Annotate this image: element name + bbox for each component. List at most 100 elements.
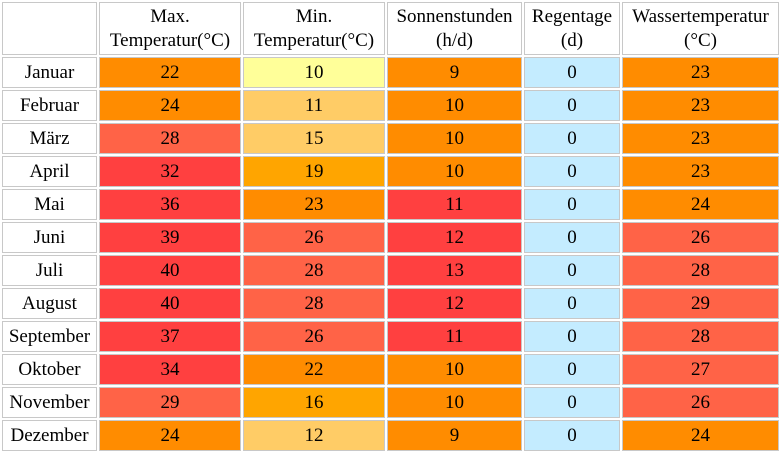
table-row: August 40 28 12 0 29 [2, 288, 779, 319]
rain-days-cell: 0 [524, 123, 620, 154]
max-temp-cell: 24 [99, 420, 241, 451]
table-row: Dezember 24 12 9 0 24 [2, 420, 779, 451]
max-temp-cell: 32 [99, 156, 241, 187]
month-label: März [2, 123, 97, 154]
table-row: Januar 22 10 9 0 23 [2, 57, 779, 88]
min-temp-cell: 28 [243, 288, 385, 319]
water-temp-cell: 26 [622, 387, 779, 418]
max-temp-cell: 34 [99, 354, 241, 385]
header-line: Wassertemperatur [632, 5, 769, 27]
max-temp-cell: 40 [99, 288, 241, 319]
header-line: Temperatur(°C) [109, 29, 231, 51]
water-temp-cell: 23 [622, 156, 779, 187]
water-temp-cell: 26 [622, 222, 779, 253]
table-row: April 32 19 10 0 23 [2, 156, 779, 187]
max-temp-cell: 29 [99, 387, 241, 418]
sunshine-cell: 13 [387, 255, 522, 286]
header-line: Regentage [531, 5, 613, 27]
sunshine-cell: 10 [387, 90, 522, 121]
water-temp-cell: 23 [622, 57, 779, 88]
month-label: September [2, 321, 97, 352]
max-temp-cell: 22 [99, 57, 241, 88]
rain-days-cell: 0 [524, 387, 620, 418]
sunshine-cell: 10 [387, 387, 522, 418]
header-line: (d) [560, 29, 584, 51]
table-row: Mai 36 23 11 0 24 [2, 189, 779, 220]
month-label: April [2, 156, 97, 187]
header-min-temp: Min. Temperatur(°C) [243, 2, 385, 55]
month-label: Februar [2, 90, 97, 121]
header-sunshine-hours: Sonnenstunden (h/d) [387, 2, 522, 55]
min-temp-cell: 19 [243, 156, 385, 187]
min-temp-cell: 26 [243, 321, 385, 352]
sunshine-cell: 9 [387, 420, 522, 451]
rain-days-cell: 0 [524, 420, 620, 451]
header-line: Max. [150, 5, 190, 27]
header-line: Temperatur(°C) [253, 29, 375, 51]
rain-days-cell: 0 [524, 90, 620, 121]
water-temp-cell: 28 [622, 255, 779, 286]
rain-days-cell: 0 [524, 354, 620, 385]
max-temp-cell: 36 [99, 189, 241, 220]
max-temp-cell: 37 [99, 321, 241, 352]
water-temp-cell: 24 [622, 189, 779, 220]
min-temp-cell: 11 [243, 90, 385, 121]
sunshine-cell: 12 [387, 288, 522, 319]
table-body: Januar 22 10 9 0 23 Februar 24 11 10 0 23 März 28 15 10… [2, 57, 779, 451]
month-label: Juli [2, 255, 97, 286]
rain-days-cell: 0 [524, 288, 620, 319]
month-label: Juni [2, 222, 97, 253]
rain-days-cell: 0 [524, 57, 620, 88]
sunshine-cell: 11 [387, 321, 522, 352]
water-temp-cell: 29 [622, 288, 779, 319]
header-line: (h/d) [436, 29, 473, 51]
header-line: Min. [295, 5, 333, 27]
min-temp-cell: 15 [243, 123, 385, 154]
water-temp-cell: 24 [622, 420, 779, 451]
header-corner [2, 2, 97, 55]
water-temp-cell: 27 [622, 354, 779, 385]
sunshine-cell: 10 [387, 123, 522, 154]
header-line: Sonnenstunden [396, 5, 513, 27]
month-label: Januar [2, 57, 97, 88]
water-temp-cell: 23 [622, 123, 779, 154]
table-row: September 37 26 11 0 28 [2, 321, 779, 352]
sunshine-cell: 9 [387, 57, 522, 88]
month-label: Mai [2, 189, 97, 220]
water-temp-cell: 23 [622, 90, 779, 121]
min-temp-cell: 22 [243, 354, 385, 385]
min-temp-cell: 23 [243, 189, 385, 220]
rain-days-cell: 0 [524, 321, 620, 352]
table-row: Juni 39 26 12 0 26 [2, 222, 779, 253]
table-row: Juli 40 28 13 0 28 [2, 255, 779, 286]
min-temp-cell: 26 [243, 222, 385, 253]
rain-days-cell: 0 [524, 222, 620, 253]
month-label: Dezember [2, 420, 97, 451]
max-temp-cell: 24 [99, 90, 241, 121]
max-temp-cell: 39 [99, 222, 241, 253]
rain-days-cell: 0 [524, 255, 620, 286]
header-rain-days: Regentage (d) [524, 2, 620, 55]
header-line: (°C) [684, 29, 717, 51]
max-temp-cell: 40 [99, 255, 241, 286]
min-temp-cell: 12 [243, 420, 385, 451]
table-header: Max. Temperatur(°C) Min. Temperatur(°C) … [2, 2, 779, 55]
header-row: Max. Temperatur(°C) Min. Temperatur(°C) … [2, 2, 779, 55]
table-row: Oktober 34 22 10 0 27 [2, 354, 779, 385]
min-temp-cell: 16 [243, 387, 385, 418]
table-row: März 28 15 10 0 23 [2, 123, 779, 154]
min-temp-cell: 10 [243, 57, 385, 88]
month-label: August [2, 288, 97, 319]
month-label: Oktober [2, 354, 97, 385]
sunshine-cell: 10 [387, 156, 522, 187]
rain-days-cell: 0 [524, 189, 620, 220]
sunshine-cell: 11 [387, 189, 522, 220]
rain-days-cell: 0 [524, 156, 620, 187]
header-max-temp: Max. Temperatur(°C) [99, 2, 241, 55]
table-row: Februar 24 11 10 0 23 [2, 90, 779, 121]
water-temp-cell: 28 [622, 321, 779, 352]
sunshine-cell: 10 [387, 354, 522, 385]
min-temp-cell: 28 [243, 255, 385, 286]
table-row: November 29 16 10 0 26 [2, 387, 779, 418]
